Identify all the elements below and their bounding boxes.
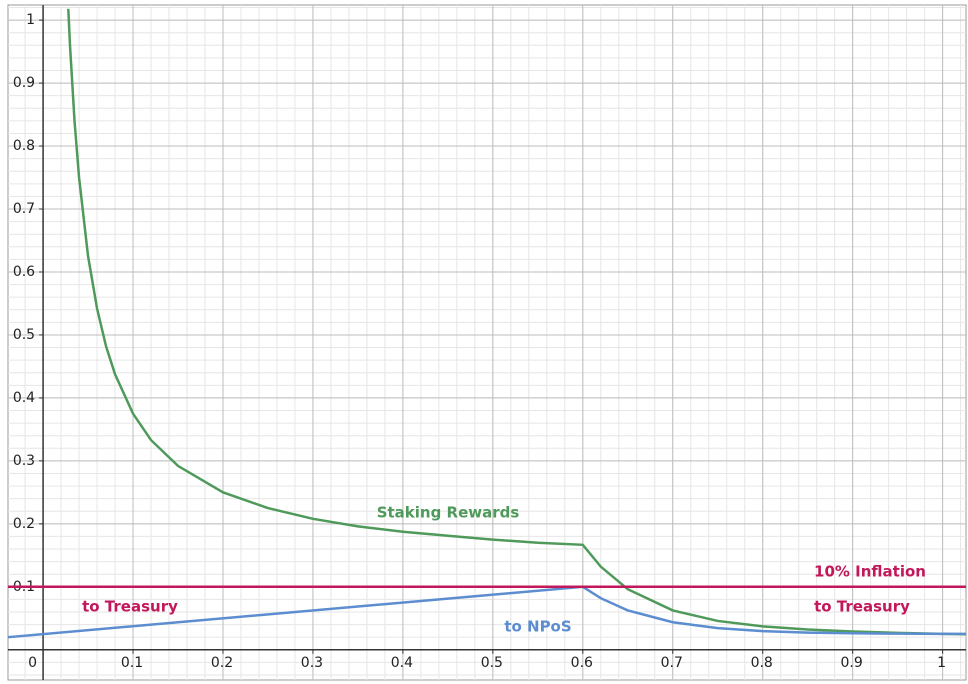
y-tick-label: 0.8 bbox=[13, 138, 35, 154]
x-tick-label: 1 bbox=[937, 655, 946, 671]
series-label: 10% Inflation bbox=[814, 563, 926, 581]
y-tick-label: 0.9 bbox=[13, 75, 35, 91]
x-tick-label: 0.6 bbox=[571, 655, 593, 671]
annotation: to Treasury bbox=[82, 598, 178, 616]
series-line bbox=[67, 8, 967, 636]
x-tick-label: 0 bbox=[28, 655, 37, 671]
y-tick-label: 0.2 bbox=[13, 516, 35, 532]
x-tick-label: 0.8 bbox=[751, 655, 773, 671]
y-tick-label: 0.4 bbox=[13, 390, 35, 406]
y-tick-label: 0.6 bbox=[13, 264, 35, 280]
x-tick-label: 0.4 bbox=[391, 655, 413, 671]
plot-border bbox=[7, 4, 967, 681]
annotation: to Treasury bbox=[814, 598, 910, 616]
x-tick-label: 0.7 bbox=[661, 655, 683, 671]
x-tick-label: 0.5 bbox=[481, 655, 503, 671]
y-tick-label: 0.3 bbox=[13, 453, 35, 469]
series-label: to NPoS bbox=[504, 618, 571, 636]
series-line bbox=[7, 585, 967, 639]
series-label: Staking Rewards bbox=[377, 504, 520, 522]
y-tick-label: 0.7 bbox=[13, 201, 35, 217]
y-tick-label: 0.5 bbox=[13, 327, 35, 343]
x-tick-label: 0.9 bbox=[841, 655, 863, 671]
x-tick-label: 0.2 bbox=[211, 655, 233, 671]
x-tick-label: 0.1 bbox=[121, 655, 143, 671]
y-tick-label: 1 bbox=[26, 12, 35, 28]
x-tick-label: 0.3 bbox=[301, 655, 323, 671]
